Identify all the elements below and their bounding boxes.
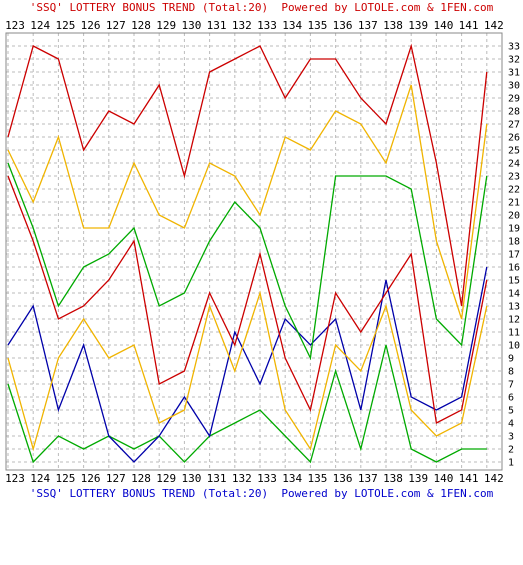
y-tick-label: 21 — [508, 198, 520, 209]
x-tick-label: 130 — [181, 472, 201, 485]
chart-grid — [6, 33, 502, 470]
y-tick-label: 2 — [508, 445, 514, 456]
y-tick-label: 19 — [508, 224, 520, 235]
x-tick-label: 127 — [106, 19, 126, 32]
y-tick-label: 22 — [508, 185, 520, 196]
series-line — [7, 290, 488, 452]
x-tick-label: 123 — [5, 472, 25, 485]
x-tick-label: 141 — [459, 19, 479, 32]
y-tick-label: 10 — [508, 341, 520, 352]
y-tick-label: 3 — [508, 432, 514, 443]
y-tick-label: 17 — [508, 250, 520, 261]
x-tick-label: 135 — [307, 472, 327, 485]
x-tick-label: 128 — [131, 472, 151, 485]
x-tick-label: 126 — [81, 472, 101, 485]
series-line — [7, 162, 488, 361]
y-tick-label: 32 — [508, 55, 520, 66]
y-tick-label: 7 — [508, 380, 514, 391]
x-tick-label: 139 — [408, 19, 428, 32]
x-tick-label: 133 — [257, 19, 277, 32]
x-tick-label: 124 — [30, 472, 50, 485]
y-tick-label: 13 — [508, 302, 520, 313]
chart-title-top: 'SSQ' LOTTERY BONUS TREND (Total:20) Pow… — [29, 1, 494, 14]
y-tick-label: 6 — [508, 393, 514, 404]
x-tick-label: 139 — [408, 472, 428, 485]
x-tick-label: 136 — [333, 19, 353, 32]
x-tick-label: 131 — [207, 472, 227, 485]
x-tick-label: 140 — [433, 19, 453, 32]
y-tick-label: 27 — [508, 120, 520, 131]
y-tick-label: 33 — [508, 42, 520, 53]
y-tick-label: 28 — [508, 107, 520, 118]
x-tick-label: 130 — [181, 19, 201, 32]
y-tick-label: 18 — [508, 237, 520, 248]
x-tick-label: 129 — [156, 19, 176, 32]
x-tick-label: 129 — [156, 472, 176, 485]
x-tick-label: 127 — [106, 472, 126, 485]
x-tick-label: 136 — [333, 472, 353, 485]
chart-title-bottom: 'SSQ' LOTTERY BONUS TREND (Total:20) Pow… — [29, 487, 494, 500]
x-tick-label: 133 — [257, 472, 277, 485]
x-tick-label: 142 — [484, 472, 504, 485]
y-tick-label: 5 — [508, 406, 514, 417]
x-tick-label: 125 — [55, 472, 75, 485]
x-tick-label: 142 — [484, 19, 504, 32]
y-tick-label: 8 — [508, 367, 514, 378]
series-line — [7, 344, 487, 464]
series-line — [7, 175, 488, 424]
y-tick-label: 30 — [508, 81, 520, 92]
y-tick-label: 29 — [508, 94, 520, 105]
x-tick-label: 137 — [358, 472, 378, 485]
x-tick-label: 132 — [232, 19, 252, 32]
x-tick-label: 126 — [81, 19, 101, 32]
series-line — [7, 43, 488, 307]
x-tick-label: 125 — [55, 19, 75, 32]
x-tick-label: 134 — [282, 19, 302, 32]
y-tick-label: 23 — [508, 172, 520, 183]
x-tick-label: 138 — [383, 472, 403, 485]
x-tick-label: 134 — [282, 472, 302, 485]
x-tick-label: 141 — [459, 472, 479, 485]
x-tick-label: 131 — [207, 19, 227, 32]
series-lines — [7, 43, 488, 464]
y-tick-label: 1 — [508, 458, 514, 469]
y-tick-label: 24 — [508, 159, 520, 170]
x-tick-label: 138 — [383, 19, 403, 32]
x-tick-label: 128 — [131, 19, 151, 32]
x-axis-top: 123 124 125 126 127 128 129 130 131 132 133 134 135 1… — [5, 19, 504, 32]
y-tick-label: 31 — [508, 68, 520, 79]
y-axis: 1234567891011121314151617181920212223242… — [508, 42, 520, 469]
x-tick-label: 124 — [30, 19, 50, 32]
plot-frame — [5, 32, 503, 471]
y-tick-label: 20 — [508, 211, 520, 222]
x-axis-bottom: 123 124 125 126 127 128 129 130 131 132 133 134 135 1… — [5, 472, 504, 485]
y-tick-label: 4 — [508, 419, 514, 430]
y-tick-label: 16 — [508, 263, 520, 274]
x-tick-label: 140 — [433, 472, 453, 485]
y-tick-label: 14 — [508, 289, 520, 300]
series-line — [7, 84, 488, 320]
y-tick-label: 15 — [508, 276, 520, 287]
y-tick-label: 9 — [508, 354, 514, 365]
y-tick-label: 11 — [508, 328, 520, 339]
x-tick-label: 137 — [358, 19, 378, 32]
x-tick-label: 135 — [307, 19, 327, 32]
y-tick-label: 26 — [508, 133, 520, 144]
y-tick-label: 25 — [508, 146, 520, 157]
x-tick-label: 132 — [232, 472, 252, 485]
series-line — [7, 266, 488, 463]
y-tick-label: 12 — [508, 315, 520, 326]
x-tick-label: 123 — [5, 19, 25, 32]
